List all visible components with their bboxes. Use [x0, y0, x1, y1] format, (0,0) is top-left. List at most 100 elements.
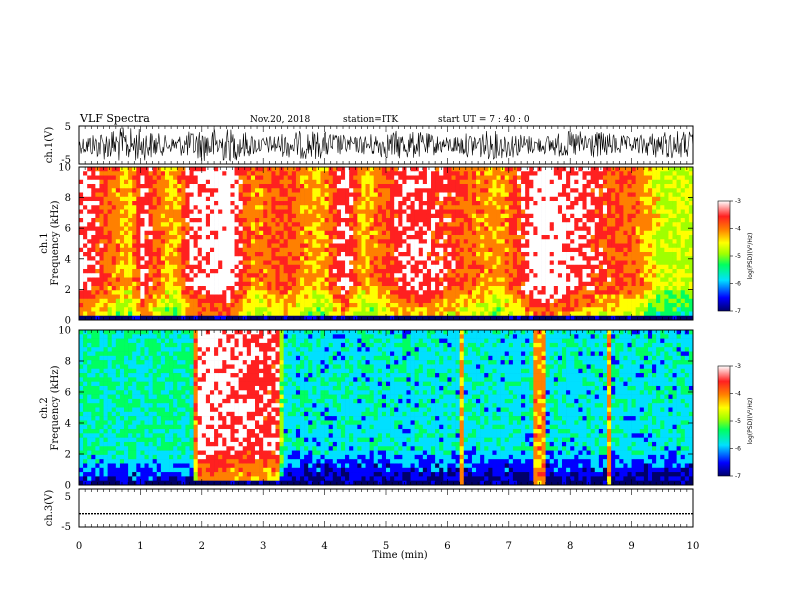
- spectrogram-cell: [79, 239, 84, 244]
- spectrogram-cell: [111, 281, 117, 287]
- spectrogram-cell: [521, 196, 526, 202]
- spectrogram-cell: [492, 235, 497, 240]
- spectrogram-cell: [504, 222, 510, 227]
- spectrogram-cell: [390, 184, 395, 189]
- spectrogram-cell: [349, 294, 354, 300]
- spectrogram-cell: [394, 260, 399, 266]
- spectrogram-cell: [115, 188, 121, 193]
- spectrogram-cell: [209, 247, 215, 253]
- spectrogram-cell: [521, 218, 526, 223]
- spectrogram-cell: [463, 213, 469, 219]
- spectrogram-cell: [349, 277, 354, 283]
- spectrogram-cell: [488, 213, 493, 219]
- spectrogram-cell: [201, 243, 207, 249]
- spectrogram-cell: [259, 286, 264, 291]
- spectrogram-cell: [132, 188, 137, 193]
- spectrogram-cell: [83, 294, 88, 300]
- spectrogram-cell: [304, 179, 309, 185]
- spectrogram-cell: [173, 239, 178, 244]
- spectrogram-cell: [336, 209, 342, 215]
- spectrogram-cell: [451, 264, 456, 270]
- spectrogram-cell: [426, 256, 432, 261]
- spectrogram-cell: [410, 209, 415, 215]
- spectrogram-cell: [103, 175, 108, 181]
- spectrogram-cell: [451, 277, 456, 283]
- spectrogram-cell: [234, 188, 239, 193]
- spectrogram-cell: [611, 247, 616, 253]
- spectrogram-cell: [308, 179, 313, 185]
- spectrogram-cell: [557, 311, 563, 317]
- spectrogram-cell: [586, 290, 591, 295]
- spectrogram-cell: [590, 281, 596, 287]
- spectrogram-cell: [611, 222, 616, 227]
- spectrogram-cell: [476, 247, 481, 253]
- spectrogram-cell: [496, 167, 501, 172]
- spectrogram-cell: [169, 290, 174, 295]
- spectrogram-cell: [99, 294, 104, 300]
- spectrogram-cell: [426, 171, 432, 176]
- spectrogram-cell: [267, 252, 272, 257]
- spectrogram-cell: [283, 230, 289, 236]
- spectrogram-cell: [242, 196, 248, 202]
- spectrogram-cell: [119, 294, 125, 300]
- spectrogram-cell: [115, 171, 121, 176]
- spectrogram-cell: [611, 201, 616, 206]
- spectrogram-cell: [582, 205, 587, 210]
- spectrogram-cell: [332, 218, 338, 223]
- spectrogram-cell: [365, 264, 370, 270]
- spectrogram-cell: [91, 281, 96, 287]
- spectrogram-cell: [373, 167, 379, 172]
- spectrogram-cell: [521, 290, 526, 295]
- spectrogram-cell: [471, 281, 477, 287]
- spectrogram-cell: [95, 179, 100, 185]
- spectrogram-cell: [590, 167, 596, 172]
- spectrogram-cell: [246, 205, 252, 210]
- spectrogram-cell: [570, 311, 575, 317]
- spectrogram-cell: [574, 196, 579, 202]
- spectrogram-cell: [336, 269, 342, 274]
- spectrogram-cell: [447, 196, 452, 202]
- spectrogram-cell: [381, 188, 387, 193]
- spectrogram-cell: [635, 213, 641, 219]
- spectrogram-cell: [377, 179, 383, 185]
- spectrogram-cell: [529, 315, 534, 321]
- spectrogram-cell: [435, 171, 440, 176]
- spectrogram-cell: [304, 281, 309, 287]
- spectrogram-cell: [132, 290, 137, 295]
- spectrogram-cell: [128, 213, 133, 219]
- spectrogram-cell: [218, 218, 223, 223]
- spectrogram-cell: [164, 192, 170, 198]
- spectrogram-cell: [537, 235, 542, 240]
- spectrogram-cell: [169, 277, 174, 283]
- spectrogram-cell: [349, 290, 354, 295]
- spectrogram-cell: [181, 264, 186, 270]
- spectrogram-cell: [594, 286, 600, 291]
- spectrogram-cell: [222, 281, 227, 287]
- spectrogram-cell: [79, 311, 84, 317]
- spectrogram-cell: [537, 184, 542, 189]
- spectrogram-cell: [476, 303, 481, 308]
- spectrogram-cell: [590, 243, 596, 249]
- spectrogram-cell: [582, 201, 587, 206]
- spectrogram-cell: [631, 226, 636, 232]
- ch1-waveform-trace: [78, 127, 694, 162]
- spectrogram-cell: [238, 213, 244, 219]
- spectrogram-cell: [169, 294, 174, 300]
- spectrogram-cell: [394, 171, 399, 176]
- spectrogram-cell: [476, 179, 481, 185]
- spectrogram-cell: [300, 273, 305, 278]
- spectrogram-cell: [124, 273, 129, 278]
- spectrogram-cell: [234, 213, 239, 219]
- spectrogram-cell: [87, 290, 92, 295]
- spectrogram-cell: [79, 226, 84, 232]
- spectrogram-cell: [279, 235, 284, 240]
- spectrogram-cell: [218, 239, 223, 244]
- spectrogram-cell: [328, 273, 334, 278]
- spectrogram-cell: [598, 192, 604, 198]
- spectrogram-cell: [103, 196, 108, 202]
- spectrogram-cell: [185, 298, 190, 304]
- spectrogram-cell: [234, 222, 239, 227]
- spectrogram-cell: [132, 303, 137, 308]
- spectrogram-cell: [390, 256, 395, 261]
- spectrogram-cell: [193, 252, 198, 257]
